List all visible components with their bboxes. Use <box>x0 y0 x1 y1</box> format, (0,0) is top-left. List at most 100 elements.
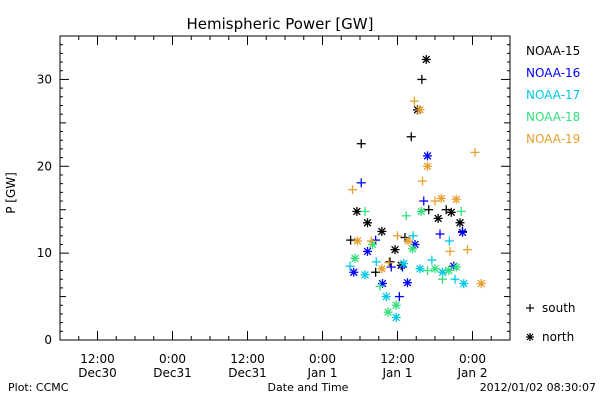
legend-entry-noaa-15: NOAA-15 <box>526 44 580 58</box>
north-point-noaa-17 <box>391 312 401 322</box>
north-point-noaa-18 <box>444 266 454 276</box>
footer-timestamp: 2012/01/02 08:30:07 <box>480 381 596 394</box>
south-point-noaa-19 <box>384 258 394 268</box>
south-point-noaa-18 <box>456 206 466 216</box>
north-point-noaa-17 <box>415 264 425 274</box>
north-point-noaa-15 <box>433 213 443 223</box>
north-point-noaa-19 <box>353 236 362 246</box>
legend-entry-noaa-18: NOAA-18 <box>526 110 580 124</box>
north-point-noaa-19 <box>377 264 387 274</box>
north-point-noaa-19 <box>476 279 486 289</box>
y-tick-label: 30 <box>37 72 52 86</box>
south-point-noaa-17 <box>345 261 355 271</box>
north-point-noaa-17 <box>459 279 469 289</box>
south-point-noaa-15 <box>385 257 395 267</box>
south-point-noaa-17 <box>371 257 381 267</box>
north-point-noaa-15 <box>363 218 372 228</box>
x-tick-time-label: 12:00 <box>380 352 415 366</box>
y-tick-label: 0 <box>44 333 52 347</box>
south-point-noaa-16 <box>435 229 445 239</box>
data-marks <box>345 54 486 322</box>
south-point-noaa-16 <box>419 196 429 206</box>
south-point-noaa-19 <box>409 96 419 106</box>
north-point-noaa-18 <box>451 262 461 272</box>
north-point-noaa-17 <box>399 259 409 269</box>
north-point-noaa-17 <box>381 292 391 302</box>
legend: NOAA-15 NOAA-16 NOAA-17 NOAA-18 NOAA-19 south… <box>526 44 580 344</box>
north-point-noaa-15 <box>390 245 400 255</box>
north-point-noaa-17 <box>360 270 370 280</box>
y-axis-label: P [GW] <box>4 172 18 214</box>
plot-axes: 010203012:00Dec300:00Dec3112:00Dec310:00… <box>37 35 511 380</box>
south-point-noaa-15 <box>417 74 427 84</box>
south-point-noaa-15 <box>424 205 434 215</box>
north-point-noaa-19 <box>403 236 413 246</box>
north-point-noaa-18 <box>408 244 417 254</box>
legend-entry-noaa-17: NOAA-17 <box>526 88 580 102</box>
north-point-noaa-16 <box>423 151 432 161</box>
south-point-noaa-17 <box>408 231 418 241</box>
x-tick-date-label: Jan 2 <box>457 366 488 380</box>
x-tick-date-label: Dec30 <box>78 366 117 380</box>
chart-title: Hemispheric Power [GW] <box>187 15 374 33</box>
north-point-noaa-18 <box>416 206 426 216</box>
x-tick-time-label: 0:00 <box>459 352 486 366</box>
south-point-noaa-19 <box>445 246 455 256</box>
north-point-noaa-18 <box>430 264 440 274</box>
south-point-noaa-19 <box>393 231 402 241</box>
south-point-noaa-15 <box>356 139 366 149</box>
north-point-noaa-19 <box>451 194 461 204</box>
x-tick-time-label: 12:00 <box>80 352 115 366</box>
north-point-noaa-16 <box>349 267 359 277</box>
south-point-noaa-16 <box>394 292 404 302</box>
x-tick-time-label: 0:00 <box>309 352 336 366</box>
x-tick-date-label: Dec31 <box>153 366 192 380</box>
south-point-noaa-19 <box>418 176 427 186</box>
north-point-noaa-16 <box>403 278 412 288</box>
x-tick-time-label: 12:00 <box>230 352 265 366</box>
legend-entry-noaa-16: NOAA-16 <box>526 66 580 80</box>
legend-symbol-label: north <box>542 330 574 344</box>
plot-frame <box>59 35 511 341</box>
north-point-noaa-16 <box>363 246 372 256</box>
x-tick-date-label: Jan 1 <box>382 366 413 380</box>
south-point-noaa-18 <box>423 266 432 276</box>
north-point-noaa-18 <box>391 300 401 310</box>
y-tick-label: 20 <box>37 159 52 173</box>
north-point-noaa-15 <box>446 207 456 217</box>
x-tick-time-label: 0:00 <box>159 352 186 366</box>
north-point-noaa-18 <box>383 307 393 317</box>
south-point-noaa-17 <box>450 274 460 284</box>
south-point-noaa-19 <box>366 236 376 246</box>
south-point-noaa-16 <box>356 178 366 188</box>
south-point-noaa-19 <box>470 147 480 157</box>
north-point-noaa-15 <box>421 54 431 64</box>
x-tick-date-label: Dec31 <box>228 366 267 380</box>
north-point-noaa-18 <box>350 253 360 263</box>
south-point-noaa-19 <box>348 185 357 195</box>
north-point-noaa-19 <box>415 105 425 115</box>
north-point-noaa-16 <box>458 227 467 237</box>
south-point-noaa-17 <box>444 236 454 246</box>
north-point-noaa-19 <box>436 193 446 203</box>
north-point-noaa-15 <box>352 206 362 216</box>
south-point-noaa-15 <box>406 132 416 142</box>
plus-symbol-icon <box>526 304 534 312</box>
south-point-noaa-19 <box>463 245 472 255</box>
south-point-noaa-18 <box>375 281 385 291</box>
asterisk-symbol-icon <box>526 333 534 341</box>
south-point-noaa-18 <box>438 274 447 284</box>
south-point-noaa-18 <box>401 211 411 221</box>
north-point-noaa-15 <box>377 226 387 236</box>
y-tick-label: 10 <box>37 246 52 260</box>
north-point-noaa-15 <box>455 218 465 228</box>
south-point-noaa-18 <box>360 206 370 216</box>
x-tick-date-label: Jan 1 <box>307 366 338 380</box>
footer-plot-source: Plot: CCMC <box>8 381 69 394</box>
legend-entry-noaa-19: NOAA-19 <box>526 132 580 146</box>
legend-symbol-label: south <box>542 301 576 315</box>
x-axis-label: Date and Time <box>268 381 349 394</box>
south-point-noaa-17 <box>427 255 437 265</box>
north-point-noaa-19 <box>423 161 432 171</box>
